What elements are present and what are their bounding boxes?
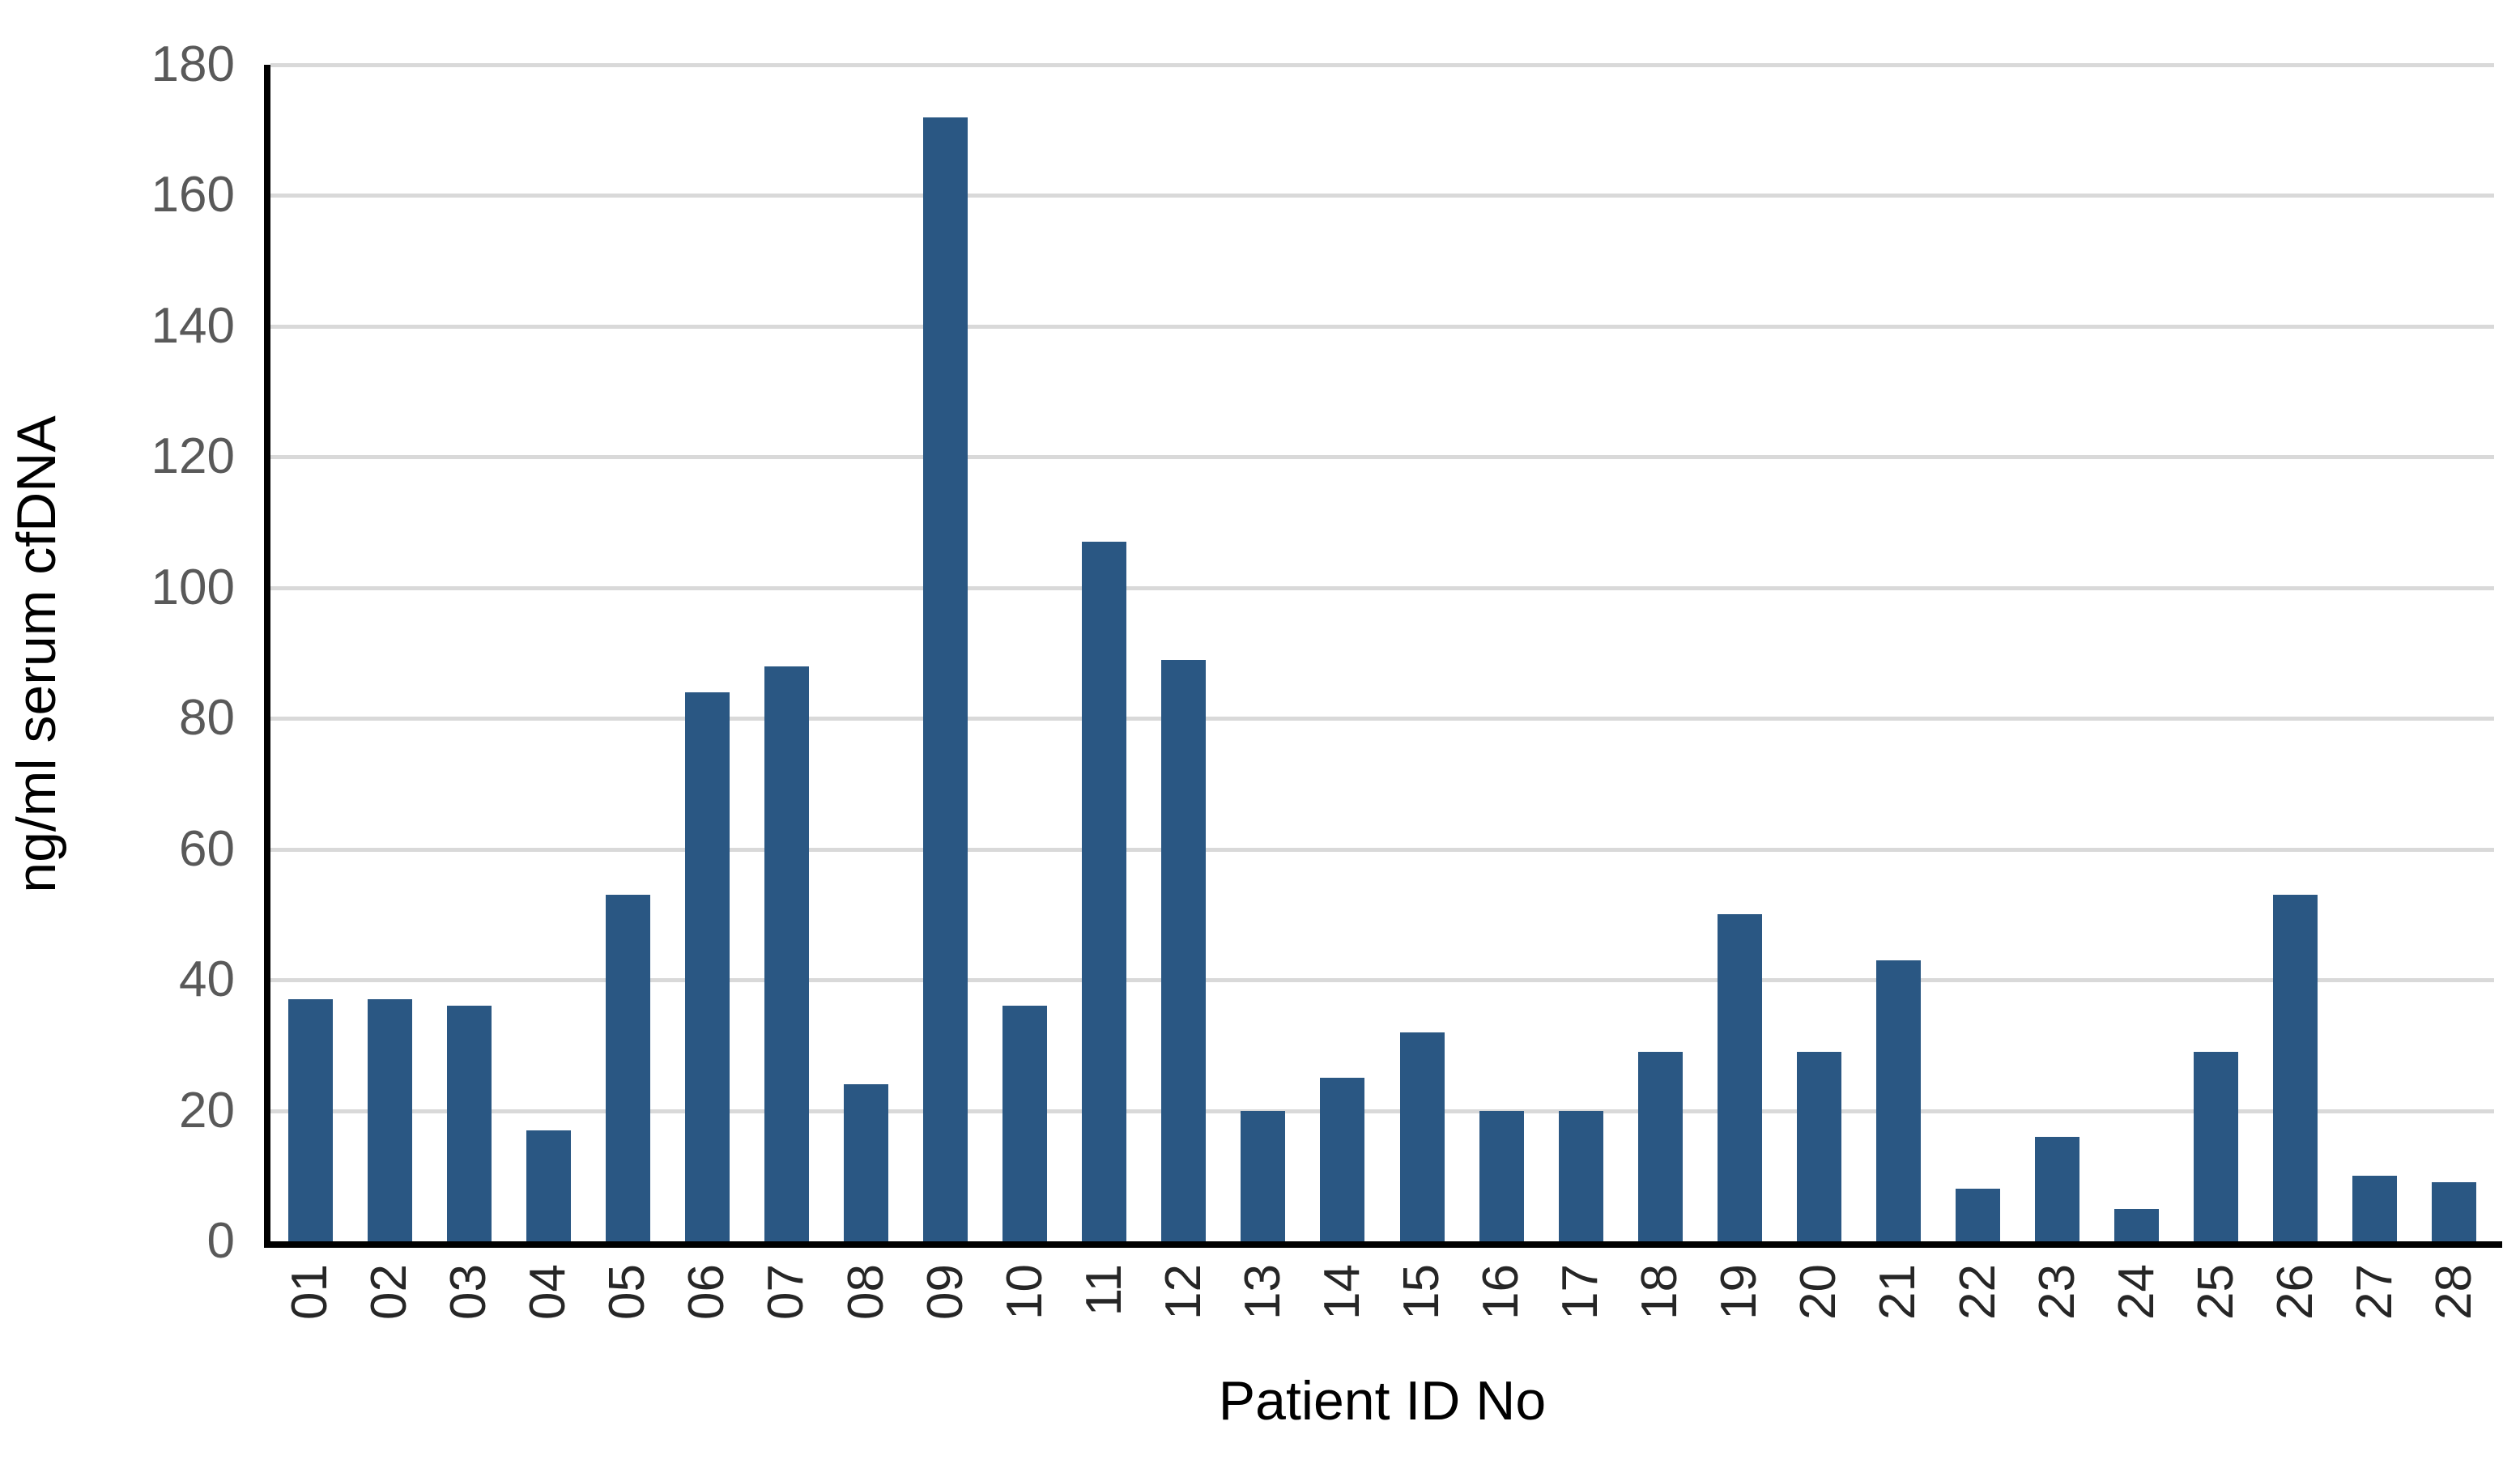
bar-patient-08: [844, 1084, 889, 1241]
y-tick-label: 140: [151, 297, 235, 354]
bar-patient-15: [1399, 1032, 1445, 1241]
x-tick-label: 07: [758, 1264, 815, 1320]
bar-patient-21: [1875, 960, 1921, 1241]
x-tick-label: 23: [2028, 1264, 2085, 1320]
x-tick-label: 03: [441, 1264, 497, 1320]
bar-patient-28: [2432, 1182, 2477, 1241]
y-tick-label: 180: [151, 36, 235, 92]
bar-patient-19: [1717, 914, 1762, 1241]
bar-patient-14: [1320, 1078, 1365, 1241]
bar-patient-01: [287, 999, 333, 1241]
x-tick-label: 01: [282, 1264, 338, 1320]
gridline: [270, 978, 2494, 983]
bar-patient-02: [367, 999, 412, 1241]
y-axis-line: [264, 65, 270, 1248]
bar-patient-05: [605, 895, 650, 1241]
bar-patient-11: [1082, 542, 1127, 1241]
y-tick-label: 20: [179, 1082, 235, 1138]
bar-patient-13: [1241, 1110, 1286, 1241]
bar-patient-06: [684, 692, 730, 1241]
y-tick-label: 60: [179, 820, 235, 877]
x-tick-label: 22: [1949, 1264, 2006, 1320]
bar-patient-04: [526, 1130, 571, 1241]
bar-patient-27: [2352, 1176, 2398, 1241]
gridline: [270, 324, 2494, 329]
x-tick-label: 26: [2267, 1264, 2323, 1320]
y-tick-label: 40: [179, 951, 235, 1008]
bar-patient-26: [2273, 895, 2318, 1241]
bar-patient-18: [1637, 1051, 1683, 1241]
bar-patient-12: [1161, 659, 1207, 1241]
bar-patient-25: [2194, 1051, 2239, 1241]
bar-patient-10: [1002, 1006, 1048, 1241]
bar-patient-17: [1558, 1110, 1603, 1241]
gridline: [270, 455, 2494, 460]
y-tick-label: 160: [151, 167, 235, 223]
y-tick-label: 100: [151, 559, 235, 615]
x-tick-label: 04: [520, 1264, 577, 1320]
x-axis-title: Patient ID No: [1218, 1370, 1547, 1432]
bar-patient-16: [1479, 1110, 1524, 1241]
x-tick-label: 28: [2425, 1264, 2482, 1320]
gridline: [270, 1109, 2494, 1113]
gridline: [270, 847, 2494, 852]
bar-patient-07: [764, 666, 809, 1241]
x-tick-label: 24: [2108, 1264, 2165, 1320]
bar-patient-20: [1796, 1051, 1841, 1241]
y-tick-label: 120: [151, 428, 235, 485]
x-tick-label: 25: [2187, 1264, 2244, 1320]
gridline: [270, 585, 2494, 590]
gridline: [270, 717, 2494, 721]
bar-patient-22: [1956, 1189, 2001, 1241]
x-tick-label: 05: [599, 1264, 656, 1320]
x-axis-line: [264, 1241, 2502, 1248]
x-tick-label: 27: [2346, 1264, 2403, 1320]
gridline: [270, 63, 2494, 67]
gridline: [270, 194, 2494, 198]
y-tick-label: 80: [179, 690, 235, 747]
y-axis-title: ng/ml serum cfDNA: [6, 415, 67, 893]
bar-patient-24: [2114, 1208, 2160, 1241]
x-tick-label: 02: [361, 1264, 418, 1320]
bar-patient-03: [446, 1006, 492, 1241]
bar-patient-23: [2035, 1136, 2080, 1241]
bar-patient-09: [923, 117, 968, 1241]
y-tick-label: 0: [206, 1213, 235, 1269]
x-tick-label: 06: [679, 1264, 735, 1320]
